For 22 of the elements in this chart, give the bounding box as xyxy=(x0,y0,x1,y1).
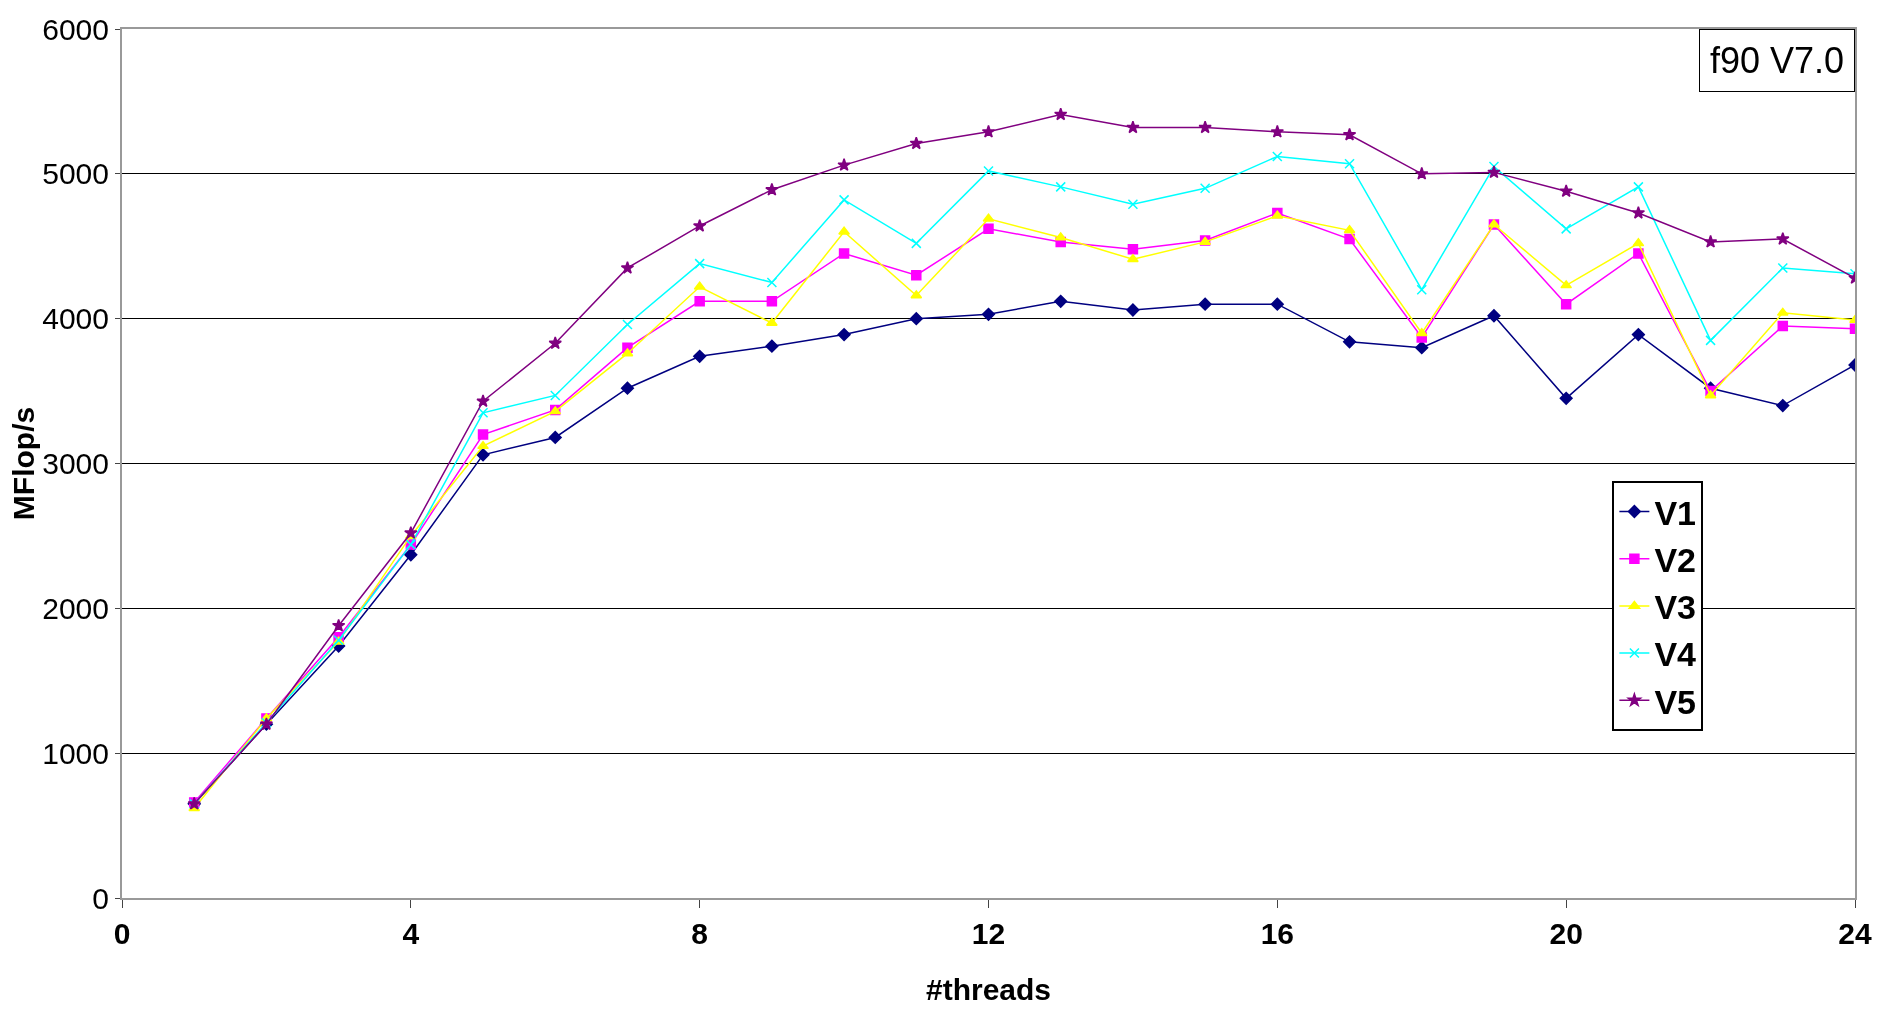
y-tick-label: 5000 xyxy=(42,157,109,191)
legend-label: V4 xyxy=(1654,635,1697,674)
x-tick-label: 8 xyxy=(691,917,709,950)
legend-label: V3 xyxy=(1654,588,1696,627)
x-tick-label: 16 xyxy=(1260,917,1295,950)
annotation: f90 V7.0 xyxy=(1710,40,1845,81)
x-tick-label: 24 xyxy=(1838,917,1872,950)
y-tick-label: 6000 xyxy=(42,12,109,46)
y-tick-label: 0 xyxy=(92,881,109,915)
x-tick-label: 12 xyxy=(971,917,1006,950)
y-tick-label: 2000 xyxy=(42,591,109,625)
legend-label: V1 xyxy=(1654,493,1696,532)
y-tick-label: 1000 xyxy=(42,736,109,770)
y-tick-label: 3000 xyxy=(42,447,109,480)
y-axis-title: MFlop/s xyxy=(7,406,41,521)
x-tick-label: 4 xyxy=(402,917,420,950)
y-tick-label: 4000 xyxy=(42,302,109,336)
x-tick-label: 0 xyxy=(113,917,131,950)
x-tick-label: 20 xyxy=(1549,917,1583,950)
x-axis-title: #threads xyxy=(925,973,1052,1006)
legend-label: V2 xyxy=(1654,540,1696,579)
legend-label: V5 xyxy=(1654,682,1696,721)
